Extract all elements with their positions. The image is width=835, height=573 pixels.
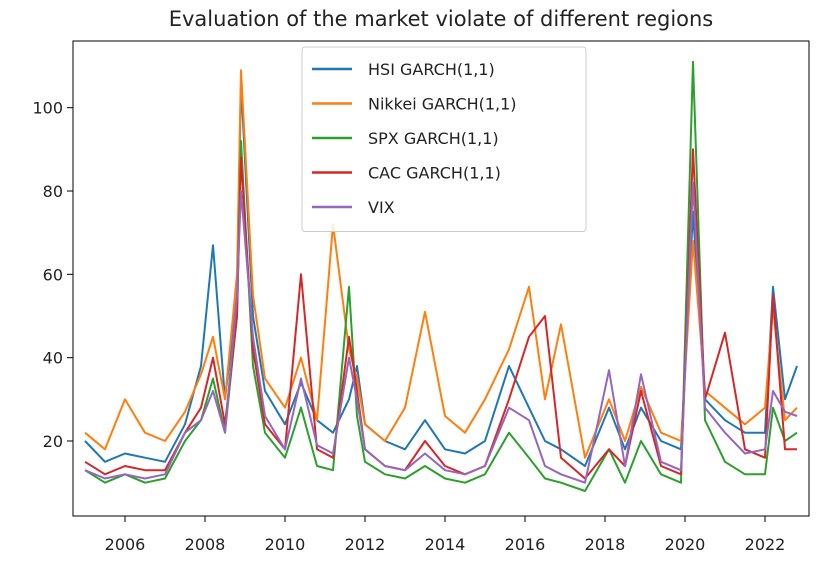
y-tick-label: 60 <box>43 265 63 284</box>
chart-title: Evaluation of the market violate of diff… <box>169 7 714 31</box>
x-tick-label: 2010 <box>265 535 306 554</box>
plot-frame <box>72 40 810 517</box>
series-line-3 <box>84 148 797 480</box>
x-tick-label: 2006 <box>105 535 146 554</box>
plot-area <box>84 60 798 492</box>
legend-box <box>301 46 587 232</box>
x-tick-label: 2016 <box>505 535 546 554</box>
legend-label: HSI GARCH(1,1) <box>368 60 495 79</box>
legend-label: VIX <box>368 198 395 217</box>
y-tick-label: 80 <box>43 182 63 201</box>
x-tick-label: 2014 <box>425 535 466 554</box>
series-line-4 <box>84 181 798 484</box>
y-tick-label: 40 <box>43 349 63 368</box>
y-tick-label: 20 <box>43 432 63 451</box>
series-line-2 <box>84 60 798 492</box>
x-tick-label: 2022 <box>745 535 786 554</box>
x-tick-label: 2020 <box>665 535 706 554</box>
legend: HSI GARCH(1,1) Nikkei GARCH(1,1) SPX GARCH… <box>301 46 587 232</box>
x-tick-label: 2012 <box>345 535 386 554</box>
x-tick-label: 2018 <box>585 535 626 554</box>
legend-label: SPX GARCH(1,1) <box>368 129 499 148</box>
x-axis: 2006 2008 2010 2012 2014 2016 2018 2020 2022 <box>105 516 786 554</box>
x-tick-label: 2008 <box>185 535 226 554</box>
legend-label: CAC GARCH(1,1) <box>368 164 501 183</box>
series-line-1 <box>84 69 798 459</box>
y-axis: 20 40 60 80 100 <box>32 99 73 451</box>
legend-label: Nikkei GARCH(1,1) <box>368 95 517 114</box>
y-tick-label: 100 <box>32 99 63 118</box>
